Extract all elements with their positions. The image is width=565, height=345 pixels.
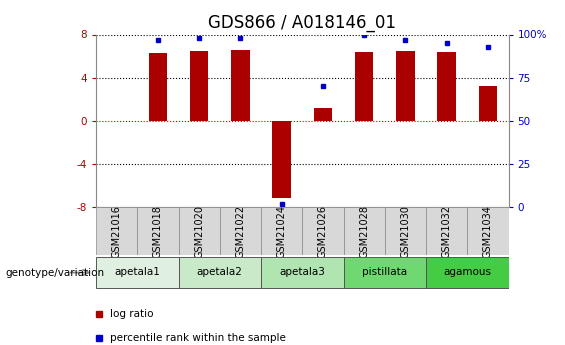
Text: percentile rank within the sample: percentile rank within the sample	[110, 333, 286, 343]
Text: GSM21028: GSM21028	[359, 205, 369, 258]
Text: genotype/variation: genotype/variation	[6, 268, 105, 277]
FancyBboxPatch shape	[344, 207, 385, 255]
Text: GSM21020: GSM21020	[194, 205, 204, 258]
FancyBboxPatch shape	[426, 207, 467, 255]
Text: pistillata: pistillata	[362, 267, 407, 277]
FancyBboxPatch shape	[261, 207, 302, 255]
Text: GSM21030: GSM21030	[401, 205, 410, 258]
FancyBboxPatch shape	[302, 207, 344, 255]
FancyBboxPatch shape	[467, 207, 509, 255]
FancyBboxPatch shape	[179, 257, 261, 288]
Text: apetala1: apetala1	[114, 267, 160, 277]
FancyBboxPatch shape	[96, 207, 137, 255]
FancyBboxPatch shape	[385, 207, 426, 255]
Title: GDS866 / A018146_01: GDS866 / A018146_01	[208, 14, 396, 32]
Bar	[149, 53, 167, 121]
Bar	[314, 108, 332, 121]
FancyBboxPatch shape	[220, 207, 261, 255]
FancyBboxPatch shape	[137, 207, 179, 255]
Text: log ratio: log ratio	[110, 309, 154, 319]
Bar	[396, 51, 415, 121]
Text: GSM21034: GSM21034	[483, 205, 493, 258]
Bar	[272, 121, 291, 198]
Text: apetala2: apetala2	[197, 267, 243, 277]
Text: GSM21024: GSM21024	[277, 205, 286, 258]
Text: GSM21026: GSM21026	[318, 205, 328, 258]
FancyBboxPatch shape	[179, 207, 220, 255]
Bar	[355, 52, 373, 121]
Bar	[190, 51, 208, 121]
Bar	[479, 86, 497, 121]
Text: GSM21018: GSM21018	[153, 205, 163, 258]
Bar	[437, 52, 456, 121]
FancyBboxPatch shape	[261, 257, 344, 288]
Text: GSM21016: GSM21016	[112, 205, 121, 258]
FancyBboxPatch shape	[426, 257, 508, 288]
FancyBboxPatch shape	[344, 257, 426, 288]
FancyBboxPatch shape	[96, 257, 179, 288]
Text: agamous: agamous	[444, 267, 491, 277]
Text: apetala3: apetala3	[279, 267, 325, 277]
Text: GSM21022: GSM21022	[236, 205, 245, 258]
Text: GSM21032: GSM21032	[442, 205, 451, 258]
Bar	[231, 50, 250, 121]
